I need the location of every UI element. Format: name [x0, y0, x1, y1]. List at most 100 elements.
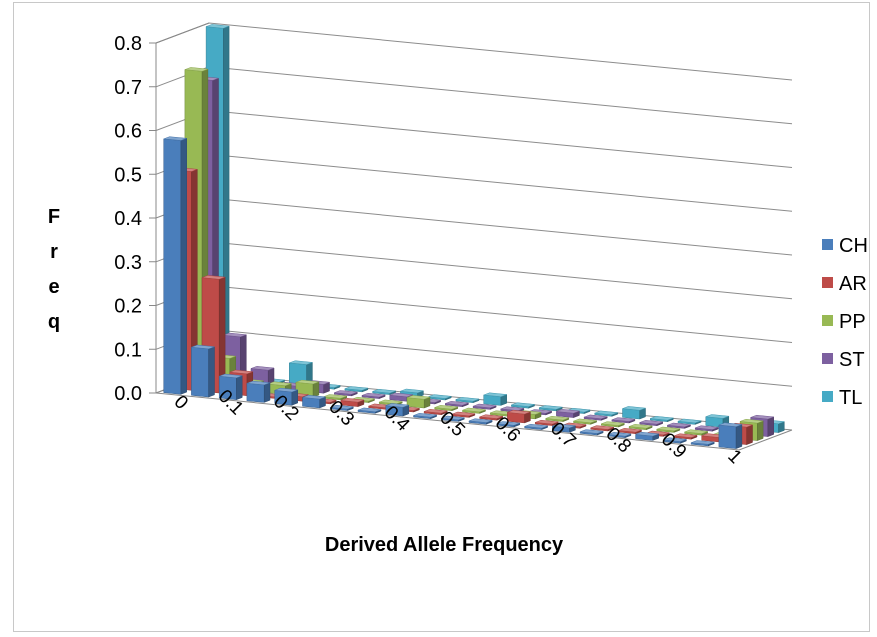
bar-pp	[295, 379, 320, 398]
bar-ar	[451, 411, 476, 418]
bar-ch	[718, 422, 743, 449]
bar-pp	[434, 405, 459, 412]
bar-tl	[427, 394, 452, 401]
bar-ch	[579, 429, 604, 436]
legend-swatch-st	[822, 353, 833, 364]
bar-ch	[385, 403, 410, 417]
bar-tl	[622, 406, 646, 420]
y-tick-label: 0.4	[114, 208, 142, 230]
legend-swatch-ar	[822, 277, 833, 288]
bar-ch	[524, 423, 548, 430]
bar-st	[472, 403, 497, 410]
y-tick-label: 0.1	[114, 339, 142, 361]
bar-pp	[545, 415, 570, 422]
y-tick-label: 0.2	[114, 296, 142, 318]
legend-swatch-ch	[822, 239, 833, 250]
bar-ar	[479, 414, 503, 421]
bar-ar	[507, 409, 531, 424]
legend-label-st: ST	[839, 349, 865, 371]
bar-ar	[673, 433, 698, 440]
bar-tl	[344, 386, 369, 393]
bar-ch	[468, 418, 493, 425]
legend-swatch-pp	[822, 315, 833, 326]
allele-frequency-chart: 0.00.10.20.30.40.50.60.70.8 0 0.1 0.2 0.3 0.…	[48, 22, 868, 556]
bars	[163, 24, 785, 449]
legend-label-pp: PP	[839, 311, 866, 333]
bar-ar	[534, 419, 559, 426]
bar-tl	[372, 388, 396, 395]
bar-pp	[601, 421, 625, 428]
y-axis-ticks: 0.0 0.1 0.2 0.3 0.4 0.5 0.6 0.7 0.8	[114, 33, 156, 405]
bar-ch	[191, 344, 215, 398]
y-title-letter: e	[48, 276, 59, 298]
bar-ch	[413, 413, 437, 420]
bar-tl	[705, 414, 730, 428]
bar-tl	[650, 416, 674, 423]
gridline	[155, 153, 793, 212]
bar-ch	[607, 432, 632, 439]
y-title-letter: r	[50, 241, 58, 263]
bar-pp	[628, 424, 653, 431]
gridline	[155, 22, 793, 81]
gridline	[155, 241, 793, 300]
bar-ch	[496, 421, 521, 428]
bar-tl	[538, 405, 563, 412]
x-axis-title: Derived Allele Frequency	[325, 534, 564, 556]
bar-st	[445, 401, 469, 408]
bar-tl	[455, 397, 480, 404]
floor-front-edge	[155, 392, 793, 451]
y-tick-label: 0.6	[114, 121, 142, 143]
bar-st	[611, 417, 636, 424]
gridline	[155, 66, 793, 125]
bar-pp	[656, 426, 681, 433]
bar-ar	[618, 428, 642, 435]
bar-st	[334, 390, 358, 397]
y-tick-label: 0.5	[114, 164, 142, 186]
bar-ch	[635, 431, 659, 441]
bar-ch	[357, 407, 382, 414]
bar-ch	[246, 380, 271, 403]
y-axis-title: Freq	[48, 206, 60, 333]
bar-ar	[423, 409, 448, 416]
bar-pp	[684, 429, 708, 436]
bar-ar	[590, 425, 614, 432]
legend-label-ar: AR	[839, 273, 867, 295]
bar-tl	[677, 418, 702, 425]
bar-ch	[441, 415, 465, 422]
bar-st	[583, 414, 608, 421]
bar-st	[639, 420, 663, 427]
bar-pp	[462, 407, 486, 414]
legend: CH AR PP ST TL	[822, 235, 868, 409]
bar-ar	[340, 398, 365, 407]
bar-st	[667, 422, 691, 429]
bar-pp	[406, 395, 431, 409]
bar-ch	[302, 394, 326, 409]
y-tick-label: 0.3	[114, 252, 142, 274]
gridline	[155, 197, 793, 256]
bar-st	[694, 425, 719, 432]
bar-st	[556, 409, 580, 418]
bar-pp	[323, 394, 347, 401]
legend-label-ch: CH	[839, 235, 868, 257]
chart-frame: 0.0 0.1 0.2 0.3 0.4 0.5 0.6 0.7 0.8 0 0.1 0.2 0.3 0.…	[13, 2, 870, 632]
y-title-letter: q	[48, 311, 60, 333]
y-tick-label: 0.7	[114, 77, 142, 99]
bar-tl	[483, 392, 507, 406]
legend-swatch-tl	[822, 391, 833, 402]
bar-tl	[511, 402, 535, 409]
bar-st	[361, 392, 386, 399]
bar-ch	[274, 387, 298, 406]
y-tick-label: 0.0	[114, 383, 142, 405]
bar-ch	[163, 136, 187, 395]
bar-ch	[663, 437, 687, 444]
legend-label-tl: TL	[839, 387, 862, 409]
bar-tl	[594, 410, 619, 417]
bar-ch	[218, 373, 243, 401]
gridline	[155, 109, 793, 168]
y-tick-label: 0.8	[114, 33, 142, 55]
bar-ch	[552, 423, 576, 433]
gridline	[155, 284, 793, 343]
bar-ch	[690, 440, 715, 447]
bar-ch	[329, 404, 354, 411]
y-title-letter: F	[48, 206, 60, 228]
